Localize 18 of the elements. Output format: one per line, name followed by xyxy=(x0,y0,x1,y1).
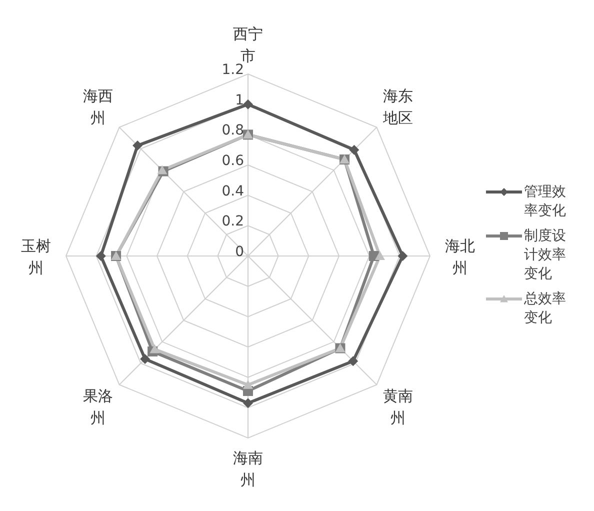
y-tick-label: 0.8 xyxy=(222,122,244,139)
y-tick-label: 0 xyxy=(235,244,244,260)
spoke-label: 玉树州 xyxy=(21,237,51,277)
spoke-label: 西宁市 xyxy=(233,25,263,65)
y-tick-label: 0.2 xyxy=(222,214,244,230)
spoke-label: 海东地区 xyxy=(382,87,413,128)
y-tick-label: 0.6 xyxy=(222,153,244,169)
y-tick-label: 0.4 xyxy=(222,183,244,200)
spoke-label: 黄南州 xyxy=(382,386,413,427)
spoke-label: 海南州 xyxy=(233,449,263,489)
spoke-label: 果洛州 xyxy=(83,386,114,427)
y-tick-label: 1.2 xyxy=(222,62,244,78)
legend-label: 管理效率变化 xyxy=(524,183,566,221)
legend-label: 总效率变化 xyxy=(524,290,566,328)
spoke-label: 海北州 xyxy=(445,237,475,277)
y-tick-label: 1 xyxy=(235,92,244,108)
spoke-label: 海西州 xyxy=(83,87,114,128)
legend-label: 制度设计效率变化 xyxy=(524,227,566,284)
